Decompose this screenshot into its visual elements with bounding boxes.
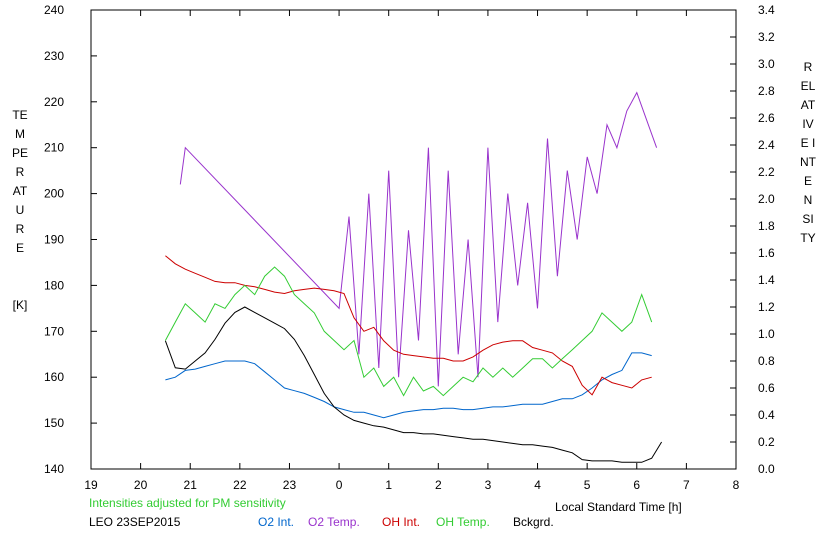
series-o2-int <box>165 352 652 419</box>
x-axis-label: Local Standard Time [h] <box>555 500 682 514</box>
y-right-tick-label: 2.4 <box>758 138 775 152</box>
y-right-tick-label: 0.8 <box>758 354 775 368</box>
x-tick-label: 3 <box>485 478 492 492</box>
y-left-tick-label: 220 <box>44 95 64 109</box>
legend-entry: OH Temp. <box>436 515 490 529</box>
y-left-tick-label: 170 <box>44 324 64 338</box>
x-tick-label: 22 <box>233 478 247 492</box>
x-tick-label: 23 <box>283 478 297 492</box>
x-tick-label: 4 <box>534 478 541 492</box>
x-tick-label: 6 <box>633 478 640 492</box>
x-tick-label: 21 <box>184 478 198 492</box>
series-bckgrd <box>164 306 663 463</box>
y-right-tick-label: 2.6 <box>758 111 775 125</box>
y-right-tick-label: 0.0 <box>758 462 775 476</box>
x-tick-label: 1 <box>385 478 392 492</box>
x-tick-label: 7 <box>683 478 690 492</box>
left-axis-unit: [K] <box>12 298 28 312</box>
legend-entry: O2 Int. <box>258 515 294 529</box>
legend-entry: OH Int. <box>382 515 420 529</box>
y-left-tick-label: 140 <box>44 462 64 476</box>
series-layer <box>164 91 663 463</box>
y-left-tick-label: 160 <box>44 370 64 384</box>
x-tick-label: 19 <box>84 478 98 492</box>
y-right-tick-label: 0.2 <box>758 435 775 449</box>
x-tick-label: 8 <box>733 478 740 492</box>
y-left-tick-label: 190 <box>44 233 64 247</box>
y-left-tick-label: 240 <box>44 3 64 17</box>
y-left-tick-label: 200 <box>44 187 64 201</box>
x-tick-label: 0 <box>336 478 343 492</box>
y-right-tick-label: 3.4 <box>758 3 775 17</box>
series-oh-int <box>165 255 652 396</box>
legend: O2 Int. O2 Temp. OH Int. OH Temp. Bckgrd. <box>258 515 554 529</box>
y-right-tick-label: 0.6 <box>758 381 775 395</box>
y-right-tick-label: 1.0 <box>758 327 775 341</box>
legend-entry: O2 Temp. <box>308 515 360 529</box>
y-right-tick-label: 1.4 <box>758 273 775 287</box>
y-right-tick-label: 3.0 <box>758 57 775 71</box>
x-tick-label: 2 <box>435 478 442 492</box>
y-right-tick-label: 2.0 <box>758 192 775 206</box>
y-left-tick-label: 210 <box>44 141 64 155</box>
y-right-tick-label: 3.2 <box>758 30 775 44</box>
series-oh-temp <box>164 266 653 397</box>
tick-layer: 19 20 21 22 23 0 1 2 3 4 5 6 7 8140150160170180190200… <box>44 3 775 492</box>
y-left-tick-label: 180 <box>44 278 64 292</box>
y-left-tick-label: 150 <box>44 416 64 430</box>
series-o2-temp <box>179 91 658 387</box>
legend-entry: Bckgrd. <box>513 515 554 529</box>
plot-border <box>90 9 737 470</box>
y-right-tick-label: 0.4 <box>758 408 775 422</box>
y-right-tick-label: 2.2 <box>758 165 775 179</box>
y-right-tick-label: 2.8 <box>758 84 775 98</box>
x-tick-label: 5 <box>584 478 591 492</box>
x-tick-label: 20 <box>134 478 148 492</box>
y-left-tick-label: 230 <box>44 49 64 63</box>
plot-frame <box>90 9 737 470</box>
y-right-tick-label: 1.6 <box>758 246 775 260</box>
y-right-tick-label: 1.2 <box>758 300 775 314</box>
station-label: LEO 23SEP2015 <box>89 515 181 529</box>
left-axis-title: TEMPERATURE <box>12 108 29 255</box>
y-right-tick-label: 1.8 <box>758 219 775 233</box>
sensitivity-note: Intensities adjusted for PM sensitivity <box>89 496 286 510</box>
right-axis-title: RELATIVE INTENSITY <box>800 60 816 245</box>
